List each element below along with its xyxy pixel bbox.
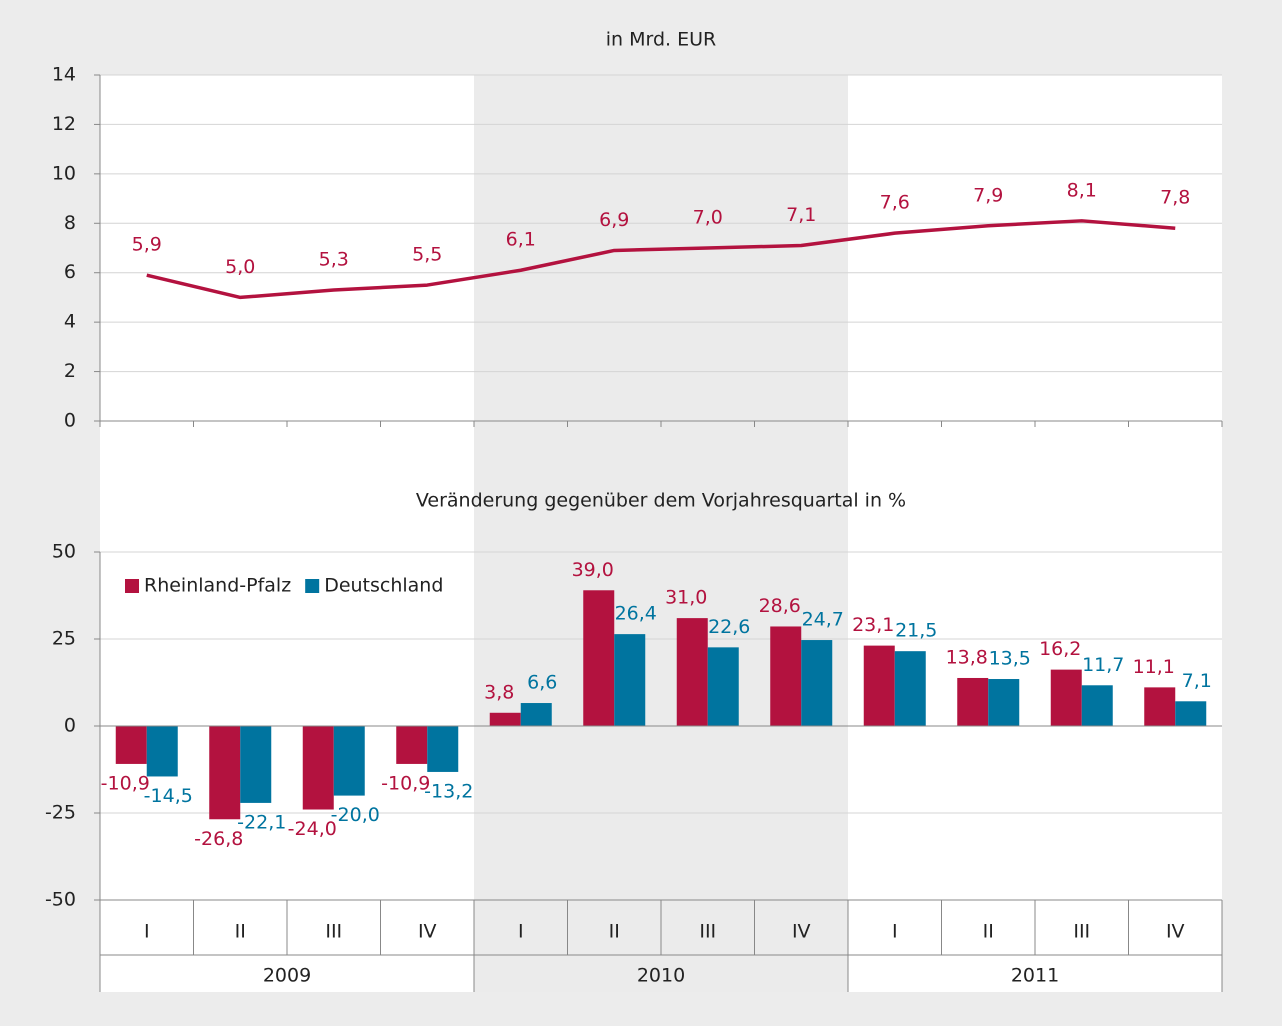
- y-tick-label: 2: [64, 360, 76, 382]
- data-label: -20,0: [331, 804, 380, 826]
- bar: [115, 726, 147, 764]
- y-tick-label: 12: [52, 113, 76, 135]
- y-tick-label: 10: [52, 162, 76, 184]
- data-label: 6,9: [599, 209, 629, 231]
- data-label: 7,6: [880, 192, 910, 214]
- chart-title: Veränderung gegenüber dem Vorjahresquart…: [416, 490, 906, 512]
- bar: [894, 651, 926, 726]
- bar: [333, 726, 365, 796]
- x-tick-label: II: [609, 921, 620, 943]
- x-tick-label: IV: [418, 921, 437, 943]
- data-label: -14,5: [144, 785, 193, 807]
- legend-label: Deutschland: [324, 575, 443, 597]
- bar: [209, 726, 241, 820]
- data-label: -13,2: [424, 780, 473, 802]
- data-label: 28,6: [759, 595, 801, 617]
- data-label: 7,0: [693, 207, 723, 229]
- y-tick-label: -50: [45, 889, 76, 911]
- data-label: 5,9: [132, 234, 162, 256]
- bar: [396, 726, 428, 764]
- data-label: 7,1: [786, 204, 816, 226]
- bar: [583, 590, 615, 726]
- data-label: 5,3: [319, 249, 349, 271]
- y-tick-label: 50: [52, 541, 76, 563]
- bar: [146, 726, 178, 777]
- y-tick-label: 0: [64, 715, 76, 737]
- x-tick-label: IV: [1166, 921, 1185, 943]
- data-label: -22,1: [237, 811, 286, 833]
- bar: [240, 726, 272, 803]
- data-label: 24,7: [802, 609, 844, 631]
- bar: [676, 618, 708, 726]
- data-label: 13,8: [946, 646, 988, 668]
- data-label: 31,0: [665, 587, 707, 609]
- y-tick-label: 14: [52, 64, 76, 86]
- data-label: 6,1: [506, 229, 536, 251]
- data-label: 7,9: [973, 184, 1003, 206]
- data-label: 6,6: [527, 672, 557, 694]
- x-tick-label: II: [983, 921, 994, 943]
- bar: [957, 677, 989, 726]
- bar: [988, 679, 1020, 726]
- x-tick-label: III: [699, 921, 716, 943]
- bar: [770, 626, 802, 726]
- bar: [302, 726, 334, 810]
- bar: [1144, 687, 1176, 726]
- group-label: 2009: [263, 965, 311, 987]
- data-label: 21,5: [895, 620, 937, 642]
- data-label: 11,7: [1082, 654, 1124, 676]
- bar: [1081, 685, 1113, 726]
- legend-swatch: [305, 579, 320, 593]
- data-label: 39,0: [572, 559, 614, 581]
- data-label: 7,1: [1182, 670, 1212, 692]
- group-label: 2010: [637, 965, 685, 987]
- bar: [1175, 701, 1207, 726]
- data-label: 5,5: [412, 244, 442, 266]
- bar: [489, 712, 521, 726]
- y-tick-label: 4: [64, 311, 76, 333]
- group-label: 2011: [1011, 965, 1059, 987]
- data-label: 22,6: [708, 616, 750, 638]
- data-label: 3,8: [484, 681, 514, 703]
- data-label: -10,9: [381, 772, 430, 794]
- data-label: 5,0: [225, 256, 255, 278]
- legend-swatch: [125, 579, 139, 593]
- data-label: 16,2: [1039, 638, 1081, 660]
- data-label: -26,8: [194, 828, 243, 850]
- chart-title: in Mrd. EUR: [606, 29, 716, 51]
- bar: [520, 703, 552, 726]
- x-tick-label: I: [892, 921, 898, 943]
- bar: [427, 726, 459, 772]
- x-tick-label: III: [325, 921, 342, 943]
- group-shade: [474, 75, 848, 992]
- bar: [801, 640, 833, 726]
- x-tick-label: I: [518, 921, 524, 943]
- y-tick-label: 8: [64, 212, 76, 234]
- y-tick-label: 0: [64, 410, 76, 432]
- data-label: 11,1: [1133, 656, 1175, 678]
- bar: [707, 647, 739, 726]
- legend-label: Rheinland-Pfalz: [144, 575, 291, 597]
- data-label: 8,1: [1067, 179, 1097, 201]
- data-label: -10,9: [101, 772, 150, 794]
- line-series: [146, 219, 1176, 300]
- y-tick-label: -25: [45, 802, 76, 824]
- x-tick-label: IV: [792, 921, 811, 943]
- bar: [614, 634, 646, 726]
- y-tick-label: 6: [64, 261, 76, 283]
- bar: [863, 645, 895, 726]
- bar: [1050, 669, 1082, 726]
- data-label: 13,5: [989, 648, 1031, 670]
- data-label: 23,1: [852, 614, 894, 636]
- y-tick-label: 25: [52, 628, 76, 650]
- x-tick-label: III: [1073, 921, 1090, 943]
- data-label: -24,0: [288, 818, 337, 840]
- x-tick-label: I: [144, 921, 150, 943]
- x-tick-label: II: [235, 921, 246, 943]
- data-label: 26,4: [615, 603, 657, 625]
- data-label: 7,8: [1160, 187, 1190, 209]
